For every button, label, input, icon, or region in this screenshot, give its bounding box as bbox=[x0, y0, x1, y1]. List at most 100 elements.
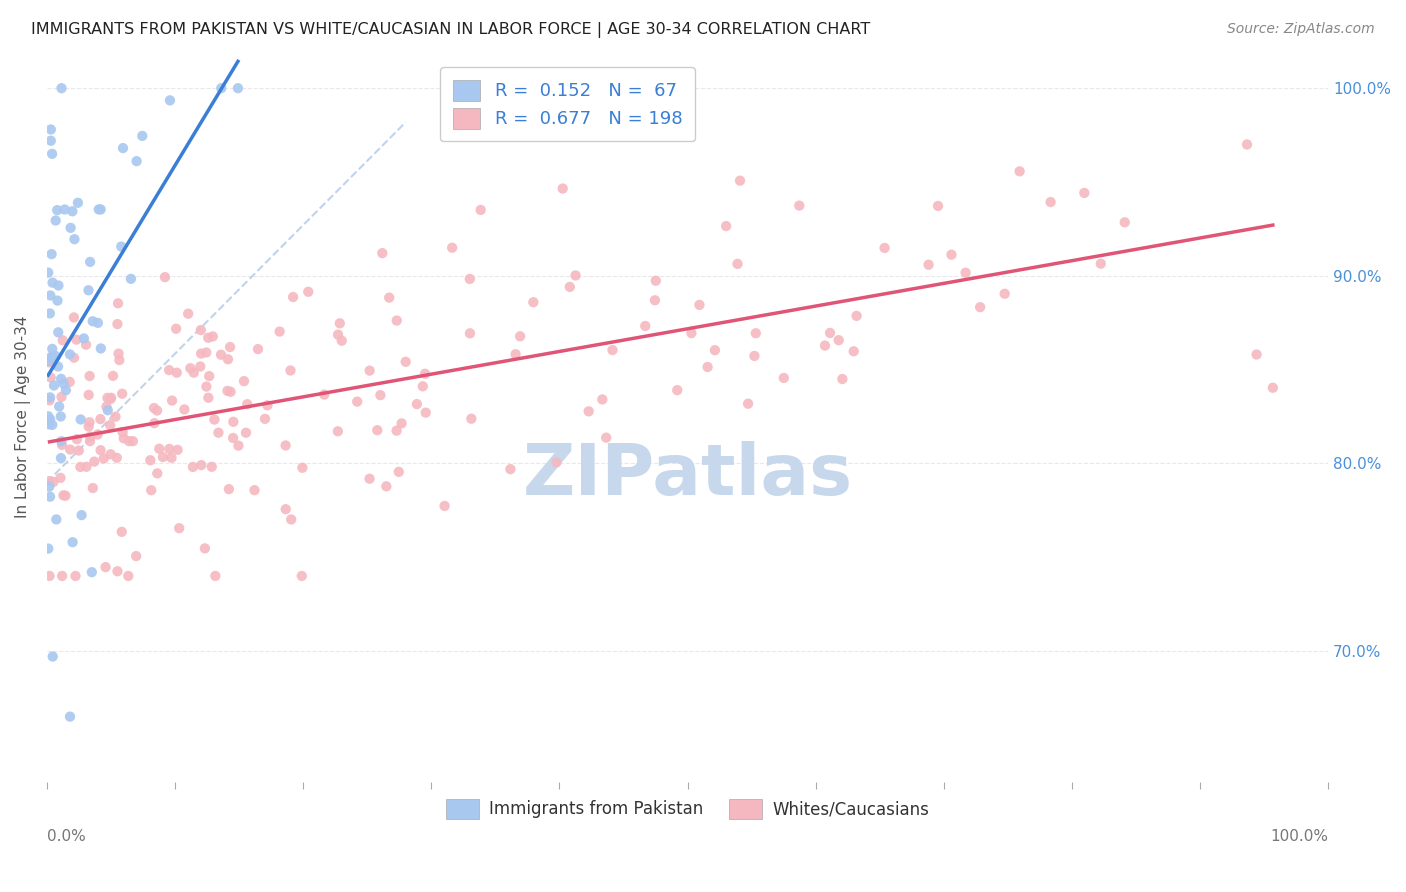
Point bbox=[48, 278, 70, 293]
Point bbox=[201, 329, 224, 343]
Point bbox=[291, 460, 314, 475]
Point bbox=[366, 423, 388, 437]
Point bbox=[59, 709, 82, 723]
Point bbox=[370, 388, 392, 402]
Point bbox=[152, 450, 174, 464]
Point bbox=[55, 489, 77, 503]
Point bbox=[842, 344, 865, 359]
Point bbox=[83, 454, 105, 468]
Point bbox=[93, 451, 115, 466]
Point bbox=[269, 325, 291, 339]
Point bbox=[63, 310, 86, 325]
Point bbox=[53, 202, 76, 217]
Point bbox=[927, 199, 949, 213]
Point bbox=[143, 416, 166, 430]
Point bbox=[39, 288, 62, 302]
Point bbox=[105, 450, 128, 465]
Point bbox=[51, 438, 73, 452]
Point bbox=[41, 276, 63, 290]
Point bbox=[143, 401, 166, 415]
Point bbox=[79, 255, 101, 269]
Point bbox=[49, 372, 72, 386]
Point bbox=[226, 81, 249, 95]
Point bbox=[190, 323, 212, 337]
Point bbox=[90, 342, 112, 356]
Point bbox=[209, 348, 232, 362]
Point bbox=[941, 248, 963, 262]
Point bbox=[314, 387, 336, 401]
Point bbox=[46, 293, 69, 308]
Point bbox=[591, 392, 613, 407]
Point bbox=[233, 374, 256, 388]
Point bbox=[125, 154, 148, 169]
Point bbox=[96, 400, 118, 414]
Point bbox=[160, 393, 183, 408]
Point bbox=[256, 398, 278, 412]
Point bbox=[688, 298, 710, 312]
Point bbox=[917, 258, 939, 272]
Point bbox=[558, 280, 581, 294]
Point bbox=[235, 425, 257, 440]
Point bbox=[77, 419, 100, 434]
Point bbox=[994, 286, 1017, 301]
Point bbox=[253, 412, 276, 426]
Point bbox=[101, 368, 124, 383]
Point bbox=[125, 549, 148, 563]
Point bbox=[97, 403, 120, 417]
Point bbox=[219, 340, 242, 354]
Point bbox=[87, 202, 110, 217]
Point bbox=[100, 391, 122, 405]
Point bbox=[45, 213, 67, 227]
Point bbox=[195, 379, 218, 393]
Text: Source: ZipAtlas.com: Source: ZipAtlas.com bbox=[1227, 22, 1375, 37]
Point bbox=[45, 512, 67, 526]
Point bbox=[246, 342, 269, 356]
Point bbox=[814, 338, 837, 352]
Point bbox=[378, 291, 401, 305]
Point bbox=[41, 350, 63, 364]
Y-axis label: In Labor Force | Age 30-34: In Labor Force | Age 30-34 bbox=[15, 315, 31, 517]
Point bbox=[117, 569, 139, 583]
Point bbox=[52, 488, 75, 502]
Point bbox=[222, 415, 245, 429]
Point bbox=[39, 412, 62, 426]
Point bbox=[243, 483, 266, 497]
Point bbox=[77, 283, 100, 297]
Point bbox=[291, 569, 314, 583]
Point bbox=[49, 409, 72, 424]
Point bbox=[595, 431, 617, 445]
Point bbox=[330, 334, 353, 348]
Point bbox=[59, 375, 82, 389]
Point bbox=[60, 204, 83, 219]
Point bbox=[104, 409, 127, 424]
Point bbox=[157, 363, 180, 377]
Point bbox=[201, 459, 224, 474]
Point bbox=[107, 564, 129, 578]
Point bbox=[160, 450, 183, 465]
Point bbox=[195, 345, 218, 359]
Point bbox=[197, 331, 219, 345]
Point bbox=[110, 239, 132, 253]
Point bbox=[873, 241, 896, 255]
Point bbox=[75, 337, 97, 351]
Point bbox=[969, 300, 991, 314]
Point bbox=[326, 425, 349, 439]
Point bbox=[111, 386, 134, 401]
Point bbox=[745, 326, 768, 341]
Point bbox=[166, 442, 188, 457]
Point bbox=[329, 316, 352, 330]
Text: ZIPatlas: ZIPatlas bbox=[523, 441, 852, 509]
Point bbox=[281, 290, 304, 304]
Point bbox=[415, 406, 437, 420]
Text: IMMIGRANTS FROM PAKISTAN VS WHITE/CAUCASIAN IN LABOR FORCE | AGE 30-34 CORRELATI: IMMIGRANTS FROM PAKISTAN VS WHITE/CAUCAS… bbox=[31, 22, 870, 38]
Point bbox=[219, 384, 242, 399]
Point bbox=[41, 247, 63, 261]
Point bbox=[346, 394, 368, 409]
Point bbox=[177, 307, 200, 321]
Point bbox=[181, 459, 204, 474]
Text: 0.0%: 0.0% bbox=[46, 830, 86, 844]
Point bbox=[222, 431, 245, 445]
Point bbox=[59, 442, 82, 457]
Point bbox=[190, 346, 212, 360]
Point bbox=[39, 490, 62, 504]
